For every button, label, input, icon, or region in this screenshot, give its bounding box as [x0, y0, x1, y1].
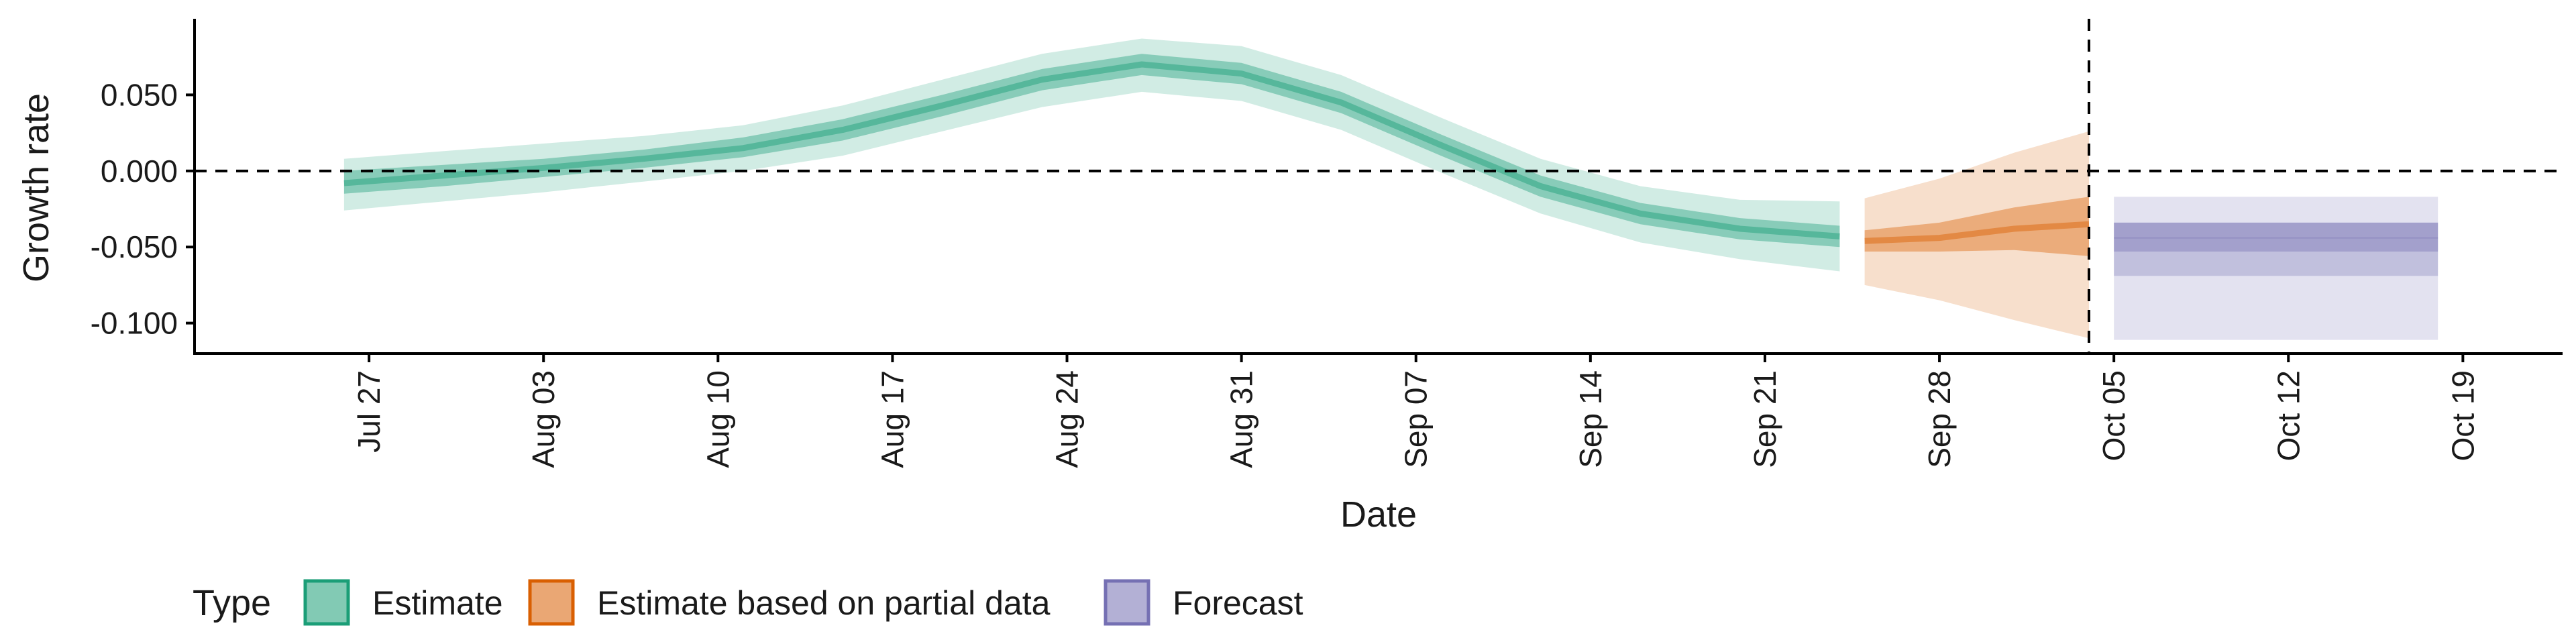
legend-key: [1104, 579, 1150, 626]
forecast-mid-band: [2114, 222, 2438, 276]
uncertainty-bands: [343, 38, 2438, 340]
x-axis-title: Date: [1340, 494, 1417, 535]
x-tick-label: Aug 24: [1050, 370, 1085, 468]
x-tick-label: Oct 12: [2271, 370, 2306, 462]
y-tick-label: -0.050: [91, 229, 178, 264]
y-tick-label: 0.050: [101, 77, 178, 112]
legend-label: Forecast: [1173, 584, 1303, 622]
series-1-inner-band: [1864, 197, 2089, 256]
x-tick-label: Oct 05: [2096, 370, 2131, 462]
series-0-median-line: [343, 61, 1840, 239]
legend-key: [528, 579, 575, 626]
x-tick-label: Oct 19: [2445, 370, 2480, 462]
legend-title: Type: [193, 583, 271, 623]
series-1-outer-band: [1864, 131, 2089, 339]
y-tick-label: 0.000: [101, 154, 178, 189]
median-lines: [343, 61, 2438, 244]
x-tick-label: Aug 31: [1224, 370, 1259, 468]
forecast-inner-band: [2114, 222, 2438, 252]
x-tick-label: Aug 17: [875, 370, 910, 468]
x-tick-label: Sep 28: [1922, 370, 1957, 468]
x-tick-label: Aug 03: [526, 370, 561, 468]
legend-item: Forecast: [1104, 579, 1303, 626]
y-tick-label: -0.100: [91, 306, 178, 341]
series-0-outer-band: [343, 38, 1840, 272]
y-axis-ticks: 0.050 0.000 -0.050 -0.100: [91, 77, 195, 341]
series-0-inner-band: [343, 54, 1840, 248]
legend-label: Estimate: [372, 584, 503, 622]
forecast-outer-band: [2114, 197, 2438, 340]
legend-item: Estimate: [303, 579, 503, 626]
x-tick-label: Aug 10: [700, 370, 735, 468]
legend-key: [303, 579, 350, 626]
x-tick-label: Jul 27: [352, 370, 386, 453]
series-1-median-line: [1864, 221, 2090, 244]
x-tick-label: Sep 07: [1399, 370, 1434, 468]
legend-item: Estimate based on partial data: [528, 579, 1051, 626]
y-axis-title: Growth rate: [16, 93, 56, 282]
x-tick-label: Sep 21: [1748, 370, 1782, 468]
x-tick-label: Sep 14: [1573, 370, 1608, 468]
x-axis-ticks: Jul 27 Aug 03 Aug 10 Aug 17 Aug 24 Aug 31 Sep …: [352, 354, 2480, 468]
legend: Type Estimate Estimate based on partial d…: [193, 579, 1303, 626]
legend-label: Estimate based on partial data: [597, 584, 1051, 622]
